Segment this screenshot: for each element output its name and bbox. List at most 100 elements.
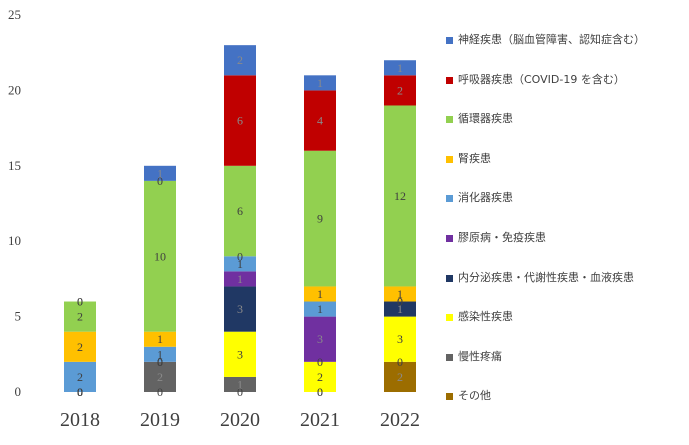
legend-item: 消化器疾患 bbox=[446, 191, 686, 231]
data-label: 1 bbox=[317, 76, 323, 90]
data-label: 6 bbox=[237, 114, 243, 128]
bar-segment bbox=[144, 331, 176, 347]
x-category-label: 2018 bbox=[60, 409, 100, 431]
data-label: 0 bbox=[237, 385, 243, 399]
y-tick-label: 10 bbox=[8, 233, 21, 248]
x-category-label: 2019 bbox=[140, 409, 180, 431]
bar-segment bbox=[304, 75, 336, 91]
data-label: 1 bbox=[157, 332, 163, 346]
data-label: 0 bbox=[317, 385, 323, 399]
bar-segment bbox=[144, 180, 176, 332]
legend-item: 内分泌疾患・代謝性疾患・血液疾患 bbox=[446, 271, 686, 311]
bars bbox=[64, 45, 416, 392]
data-label: 0 bbox=[397, 295, 403, 309]
bar-segment bbox=[224, 376, 256, 392]
data-label: 2 bbox=[77, 370, 83, 384]
data-label: 2 bbox=[237, 53, 243, 67]
data-label: 0 bbox=[77, 385, 83, 399]
legend-swatch bbox=[446, 314, 453, 322]
legend-swatch bbox=[446, 195, 453, 203]
data-label: 1 bbox=[317, 287, 323, 301]
data-label: 4 bbox=[317, 114, 323, 128]
bar-segment bbox=[384, 286, 416, 302]
legend-item: 膠原病・免疫疾患 bbox=[446, 231, 686, 271]
legend-swatch bbox=[446, 353, 453, 361]
legend-item: その他 bbox=[446, 389, 686, 429]
legend-label: 膠原病・免疫疾患 bbox=[458, 230, 546, 244]
data-label: 0 bbox=[157, 355, 163, 369]
legend-swatch bbox=[446, 76, 453, 84]
y-tick-label: 15 bbox=[8, 158, 21, 173]
bar-segment bbox=[304, 301, 336, 317]
data-label: 1 bbox=[397, 302, 403, 316]
bar-segment bbox=[304, 286, 336, 302]
data-label: 1 bbox=[397, 61, 403, 75]
bar-segment bbox=[304, 90, 336, 151]
data-label: 0 bbox=[77, 385, 83, 399]
bar-segment bbox=[224, 75, 256, 166]
legend-item: 呼吸器疾患（COVID-19 を含む） bbox=[446, 73, 686, 113]
data-label: 0 bbox=[397, 295, 403, 309]
bar-segment bbox=[64, 361, 96, 392]
data-label: 1 bbox=[237, 257, 243, 271]
data-label: 0 bbox=[157, 385, 163, 399]
bar-segment bbox=[384, 105, 416, 287]
x-category-label: 2020 bbox=[220, 409, 260, 431]
legend-swatch bbox=[446, 274, 453, 282]
legend-label: 腎疾患 bbox=[458, 151, 491, 165]
data-label: 0 bbox=[77, 295, 83, 309]
bar-segment bbox=[384, 75, 416, 106]
bar-segment bbox=[224, 286, 256, 332]
legend: 神経疾患（脳血管障害、認知症含む） 呼吸器疾患（COVID-19 を含む） 循環器疾… bbox=[446, 33, 686, 429]
data-label: 2 bbox=[397, 83, 403, 97]
data-label: 0 bbox=[77, 385, 83, 399]
legend-label: 内分泌疾患・代謝性疾患・血液疾患 bbox=[458, 270, 634, 284]
bar-segment bbox=[224, 331, 256, 377]
bar-segment bbox=[144, 346, 176, 362]
data-label: 0 bbox=[397, 355, 403, 369]
legend-item: 感染性疾患 bbox=[446, 310, 686, 350]
legend-label: 神経疾患（脳血管障害、認知症含む） bbox=[458, 33, 645, 46]
legend-swatch bbox=[446, 155, 453, 163]
data-label: 12 bbox=[394, 189, 406, 203]
data-label: 2 bbox=[77, 310, 83, 324]
data-label: 0 bbox=[237, 249, 243, 263]
legend-label: 呼吸器疾患（COVID-19 を含む） bbox=[458, 72, 625, 86]
data-label: 1 bbox=[317, 302, 323, 316]
bar-segment bbox=[144, 165, 176, 181]
bar-segment bbox=[384, 301, 416, 317]
bar-segment bbox=[224, 45, 256, 76]
data-label: 0 bbox=[77, 385, 83, 399]
legend-label: その他 bbox=[458, 389, 491, 403]
data-label: 0 bbox=[157, 355, 163, 369]
x-category-label: 2022 bbox=[380, 409, 420, 431]
data-labels: 0000022200020001110010133110662002031194… bbox=[77, 53, 406, 399]
data-label: 3 bbox=[237, 347, 243, 361]
x-category-label: 2021 bbox=[300, 409, 340, 431]
y-axis: 0 5 10 15 20 25 bbox=[8, 7, 21, 399]
data-label: 2 bbox=[397, 370, 403, 384]
data-label: 1 bbox=[157, 166, 163, 180]
legend-label: 循環器疾患 bbox=[458, 112, 513, 126]
data-label: 3 bbox=[397, 332, 403, 346]
legend-swatch bbox=[446, 37, 453, 44]
legend-item: 循環器疾患 bbox=[446, 112, 686, 152]
data-label: 0 bbox=[157, 355, 163, 369]
legend-item: 慢性疼痛 bbox=[446, 350, 686, 390]
data-label: 2 bbox=[317, 370, 323, 384]
bar-segment bbox=[304, 361, 336, 392]
bar-segment bbox=[224, 256, 256, 272]
data-label: 6 bbox=[237, 204, 243, 218]
y-tick-label: 20 bbox=[8, 82, 21, 97]
legend-item: 腎疾患 bbox=[446, 152, 686, 192]
legend-swatch bbox=[446, 116, 453, 124]
data-label: 2 bbox=[157, 370, 163, 384]
bar-segment bbox=[224, 165, 256, 257]
data-label: 0 bbox=[317, 385, 323, 399]
bar-segment bbox=[384, 60, 416, 76]
legend-item: 神経疾患（脳血管障害、認知症含む） bbox=[446, 33, 686, 73]
data-label: 0 bbox=[157, 174, 163, 188]
data-label: 10 bbox=[154, 249, 166, 263]
